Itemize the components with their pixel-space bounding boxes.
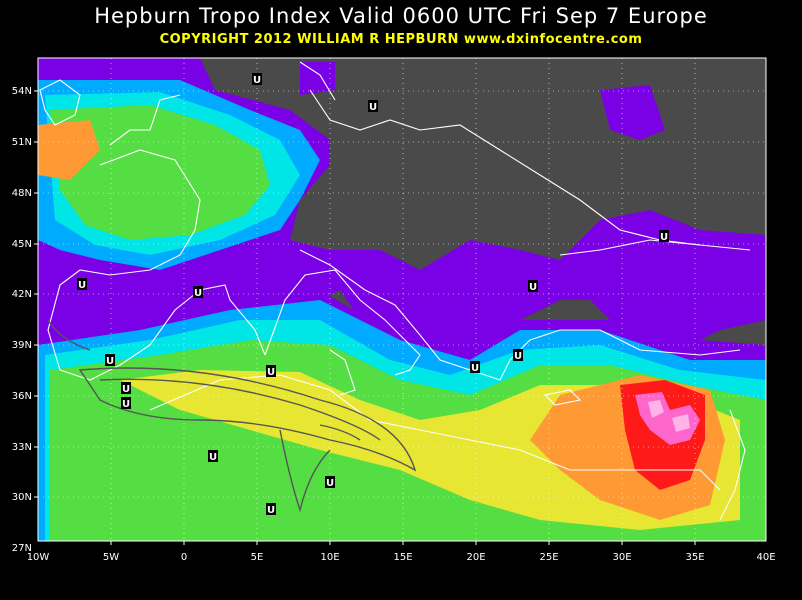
u-marker: U (326, 478, 334, 489)
index-band-purple (600, 85, 665, 140)
lon-label: 40E (756, 552, 775, 563)
u-marker: U (267, 367, 275, 378)
u-marker-box (121, 382, 131, 394)
index-band-light-pink (672, 414, 690, 432)
lat-label: 27N (12, 543, 32, 554)
u-marker-box (470, 361, 480, 373)
u-marker-box (266, 365, 276, 377)
pressure-contour (78, 367, 417, 472)
pressure-contour (99, 378, 381, 441)
u-marker-box (252, 73, 262, 85)
lon-label: 5E (251, 552, 264, 563)
coastline (47, 149, 266, 381)
coastlines (39, 61, 751, 521)
u-marker: U (122, 399, 130, 410)
u-marker: U (369, 102, 377, 113)
u-marker: U (471, 363, 479, 374)
u-marker: U (660, 232, 668, 243)
u-marker: U (267, 505, 275, 516)
u-marker-box (77, 278, 87, 290)
pressure-contour (279, 429, 331, 513)
u-marker: U (106, 356, 114, 367)
lat-label: 48N (12, 188, 32, 199)
u-marker: U (529, 282, 537, 293)
u-marker-box (208, 450, 218, 462)
coastline (299, 249, 741, 381)
lon-label: 20E (466, 552, 485, 563)
lat-label: 51N (12, 137, 32, 148)
lon-label: 10E (320, 552, 339, 563)
lat-label: 54N (12, 86, 32, 97)
lon-label: 15E (393, 552, 412, 563)
index-band-green (50, 105, 270, 240)
coastline (719, 409, 746, 521)
coastline (39, 79, 81, 126)
pressure-contour (47, 319, 91, 351)
lon-label: 30E (612, 552, 631, 563)
lon-label: 35E (685, 552, 704, 563)
coastline (543, 389, 582, 406)
u-marker-box (193, 286, 203, 298)
lat-label: 30N (12, 492, 32, 503)
copyright-line: COPYRIGHT 2012 WILLIAM R HEPBURN www.dxi… (159, 32, 643, 47)
u-marker: U (194, 288, 202, 299)
coastline (309, 89, 701, 246)
map-frame (37, 57, 767, 542)
u-marker-box (659, 230, 669, 242)
u-marker-box (105, 354, 115, 366)
coastline (329, 349, 356, 396)
u-marker-box (513, 349, 523, 361)
latitude-labels: 54N 51N 48N 45N 42N 39N 36N 33N 30N 27N (12, 86, 32, 554)
coastline (149, 374, 721, 491)
lat-label: 39N (12, 340, 32, 351)
u-marker-box (325, 476, 335, 488)
longitude-labels: 10W 5W 0 5E 10E 15E 20E 25E 30E 35E 40E (27, 552, 776, 563)
lon-label: 10W (27, 552, 50, 563)
map-title: Hepburn Tropo Index Valid 0600 UTC Fri S… (94, 4, 708, 28)
lat-label: 33N (12, 442, 32, 453)
u-marker-box (266, 503, 276, 515)
index-field (38, 58, 766, 541)
frame-ticks (34, 90, 696, 545)
lon-label: 0 (181, 552, 187, 563)
u-marker: U (514, 351, 522, 362)
coastline (264, 269, 421, 376)
index-band-light-pink (648, 400, 664, 418)
coastline (109, 94, 181, 146)
u-marker-box (368, 100, 378, 112)
u-marker-box (528, 280, 538, 292)
u-marker: U (122, 384, 130, 395)
index-band-purple (300, 62, 335, 95)
pressure-contour (319, 424, 361, 441)
coastline (299, 61, 336, 101)
lon-label: 25E (539, 552, 558, 563)
lat-label: 36N (12, 391, 32, 402)
u-marker-box (121, 397, 131, 409)
lat-label: 45N (12, 239, 32, 250)
pressure-contours (47, 319, 417, 513)
lat-lon-grid (38, 58, 766, 541)
coastline (559, 239, 751, 256)
index-band-orange (38, 120, 100, 180)
u-marker: U (209, 452, 217, 463)
u-marker: U (253, 75, 261, 86)
u-marker: U (78, 280, 86, 291)
lon-label: 5W (103, 552, 119, 563)
lat-label: 42N (12, 289, 32, 300)
